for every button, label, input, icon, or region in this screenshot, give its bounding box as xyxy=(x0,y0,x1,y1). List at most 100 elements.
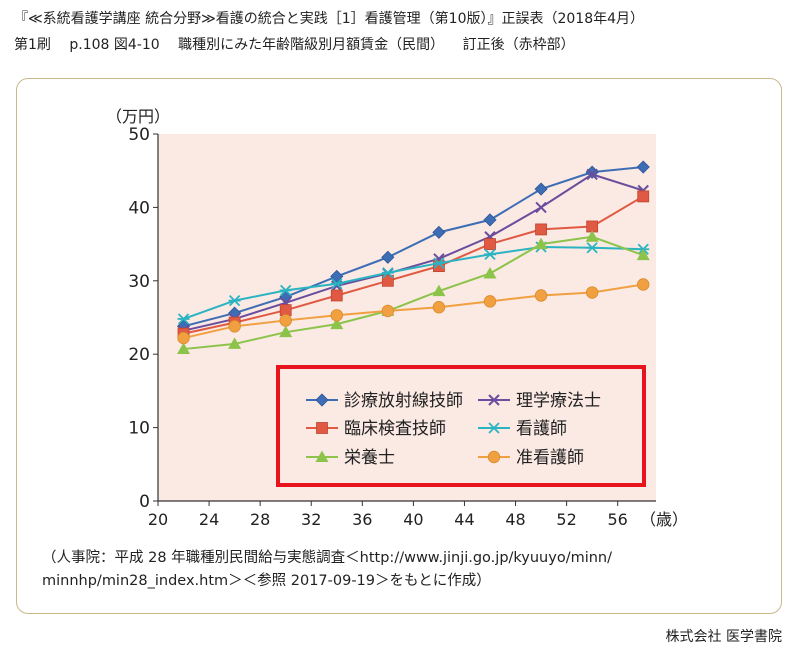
x-tick-label: 48 xyxy=(505,510,525,529)
data-point xyxy=(330,269,344,283)
data-point xyxy=(381,250,395,264)
x-tick-label: 44 xyxy=(454,510,474,529)
data-point xyxy=(483,213,497,227)
y-axis-unit-label: （万円） xyxy=(106,107,170,126)
document-title: 『≪系統看護学講座 統合分野≫看護の統合と実践［1］看護管理（第10版）』正誤表… xyxy=(14,11,645,27)
x-tick-label: 36 xyxy=(352,510,372,529)
data-point xyxy=(330,289,343,302)
data-point xyxy=(381,274,394,287)
x-tick-label: 40 xyxy=(403,510,423,529)
source-note: （人事院：平成 28 年職種別民間給与実態調査＜http://www.jinji… xyxy=(42,547,612,593)
data-point xyxy=(586,168,598,181)
legend-marker xyxy=(316,422,328,434)
x-tick-label: 56 xyxy=(608,510,628,529)
legend-item: 臨床検査技師 xyxy=(306,419,446,439)
data-point xyxy=(432,284,446,297)
figure-title: 職種別にみた年齢階級別月額賃金（民間） xyxy=(178,37,445,53)
data-point xyxy=(534,182,548,196)
data-point xyxy=(177,331,190,345)
y-tick-label: 50 xyxy=(128,125,150,145)
data-point xyxy=(433,260,445,273)
x-tick-label: 20 xyxy=(148,510,168,529)
legend-highlight-box xyxy=(276,365,646,487)
data-point xyxy=(535,201,547,214)
y-tick-label: 30 xyxy=(128,272,150,292)
y-tick-label: 10 xyxy=(128,419,150,439)
legend-label: 准看護師 xyxy=(516,448,584,468)
legend-marker xyxy=(315,393,329,407)
data-point xyxy=(279,284,292,296)
series-line xyxy=(183,246,644,320)
legend-label: 臨床検査技師 xyxy=(344,419,446,439)
legend-label: 診療放射線技師 xyxy=(344,391,463,411)
series-line xyxy=(183,166,644,328)
data-point xyxy=(177,342,191,355)
series-6 xyxy=(177,278,650,345)
publisher: 株式会社 医学書院 xyxy=(665,629,782,645)
data-point xyxy=(330,309,343,322)
data-point xyxy=(535,223,547,236)
legend-marker xyxy=(315,450,329,462)
y-tick-label: 0 xyxy=(139,492,150,512)
marker-stroke xyxy=(488,394,500,406)
print-run: 第1刷 xyxy=(14,37,51,53)
data-point xyxy=(637,278,650,291)
data-point xyxy=(484,248,496,261)
data-point xyxy=(330,278,343,290)
series-line xyxy=(183,283,644,340)
legend-item: 理学療法士 xyxy=(478,391,601,411)
series-4 xyxy=(177,241,650,325)
data-point xyxy=(484,238,496,251)
data-point xyxy=(483,295,497,308)
legend-item: 栄養士 xyxy=(306,448,395,468)
data-point xyxy=(636,248,650,261)
marker-stroke xyxy=(586,168,598,181)
data-point xyxy=(585,230,599,242)
data-point xyxy=(432,225,446,239)
data-point xyxy=(279,304,292,317)
legend-marker xyxy=(488,422,500,434)
marker-stroke xyxy=(535,201,547,214)
legend-item: 准看護師 xyxy=(478,448,584,468)
data-point xyxy=(483,266,497,279)
series-line xyxy=(183,195,644,335)
legend-marker xyxy=(487,450,501,464)
legend-item: 看護師 xyxy=(478,419,567,439)
legend-label: 理学療法士 xyxy=(516,391,601,411)
data-point xyxy=(432,301,446,314)
data-point xyxy=(177,313,190,325)
data-point xyxy=(534,289,548,302)
data-point xyxy=(279,314,292,327)
y-tick-label: 20 xyxy=(128,345,150,365)
figure-caption: 第1刷 p.108 図4-10 職種別にみた年齢階級別月額賃金（民間） 訂正後（… xyxy=(14,34,589,54)
data-point xyxy=(432,257,445,269)
source-note-line-1: （人事院：平成 28 年職種別民間給与実態調査＜http://www.jinji… xyxy=(42,550,613,566)
data-point xyxy=(534,237,548,250)
data-point xyxy=(585,286,599,299)
data-point xyxy=(228,294,241,307)
correction-note: 訂正後（赤枠部） xyxy=(462,37,575,53)
data-point xyxy=(381,304,395,318)
series-line xyxy=(183,235,644,351)
data-point xyxy=(228,337,242,349)
legend-label: 栄養士 xyxy=(344,448,395,468)
x-tick-label: 32 xyxy=(301,510,321,529)
legend-item: 診療放射線技師 xyxy=(306,391,463,411)
x-tick-label: 24 xyxy=(199,510,219,529)
data-point xyxy=(637,190,650,203)
legend-marker xyxy=(488,394,500,406)
data-point xyxy=(228,320,241,333)
x-axis-unit-label: （歳） xyxy=(640,510,688,529)
data-point xyxy=(330,317,344,330)
x-tick-label: 28 xyxy=(250,510,270,529)
data-point xyxy=(636,160,650,174)
x-tick-label: 52 xyxy=(556,510,576,529)
data-point xyxy=(279,325,293,338)
data-point xyxy=(381,267,394,279)
page-reference: p.108 図4-10 xyxy=(69,37,160,53)
data-point xyxy=(586,242,599,254)
y-tick-label: 40 xyxy=(128,198,150,218)
series-line xyxy=(183,173,644,332)
source-note-line-2: minnhp/min28_index.htm＞＜参照 2017-09-19＞をも… xyxy=(42,573,491,589)
